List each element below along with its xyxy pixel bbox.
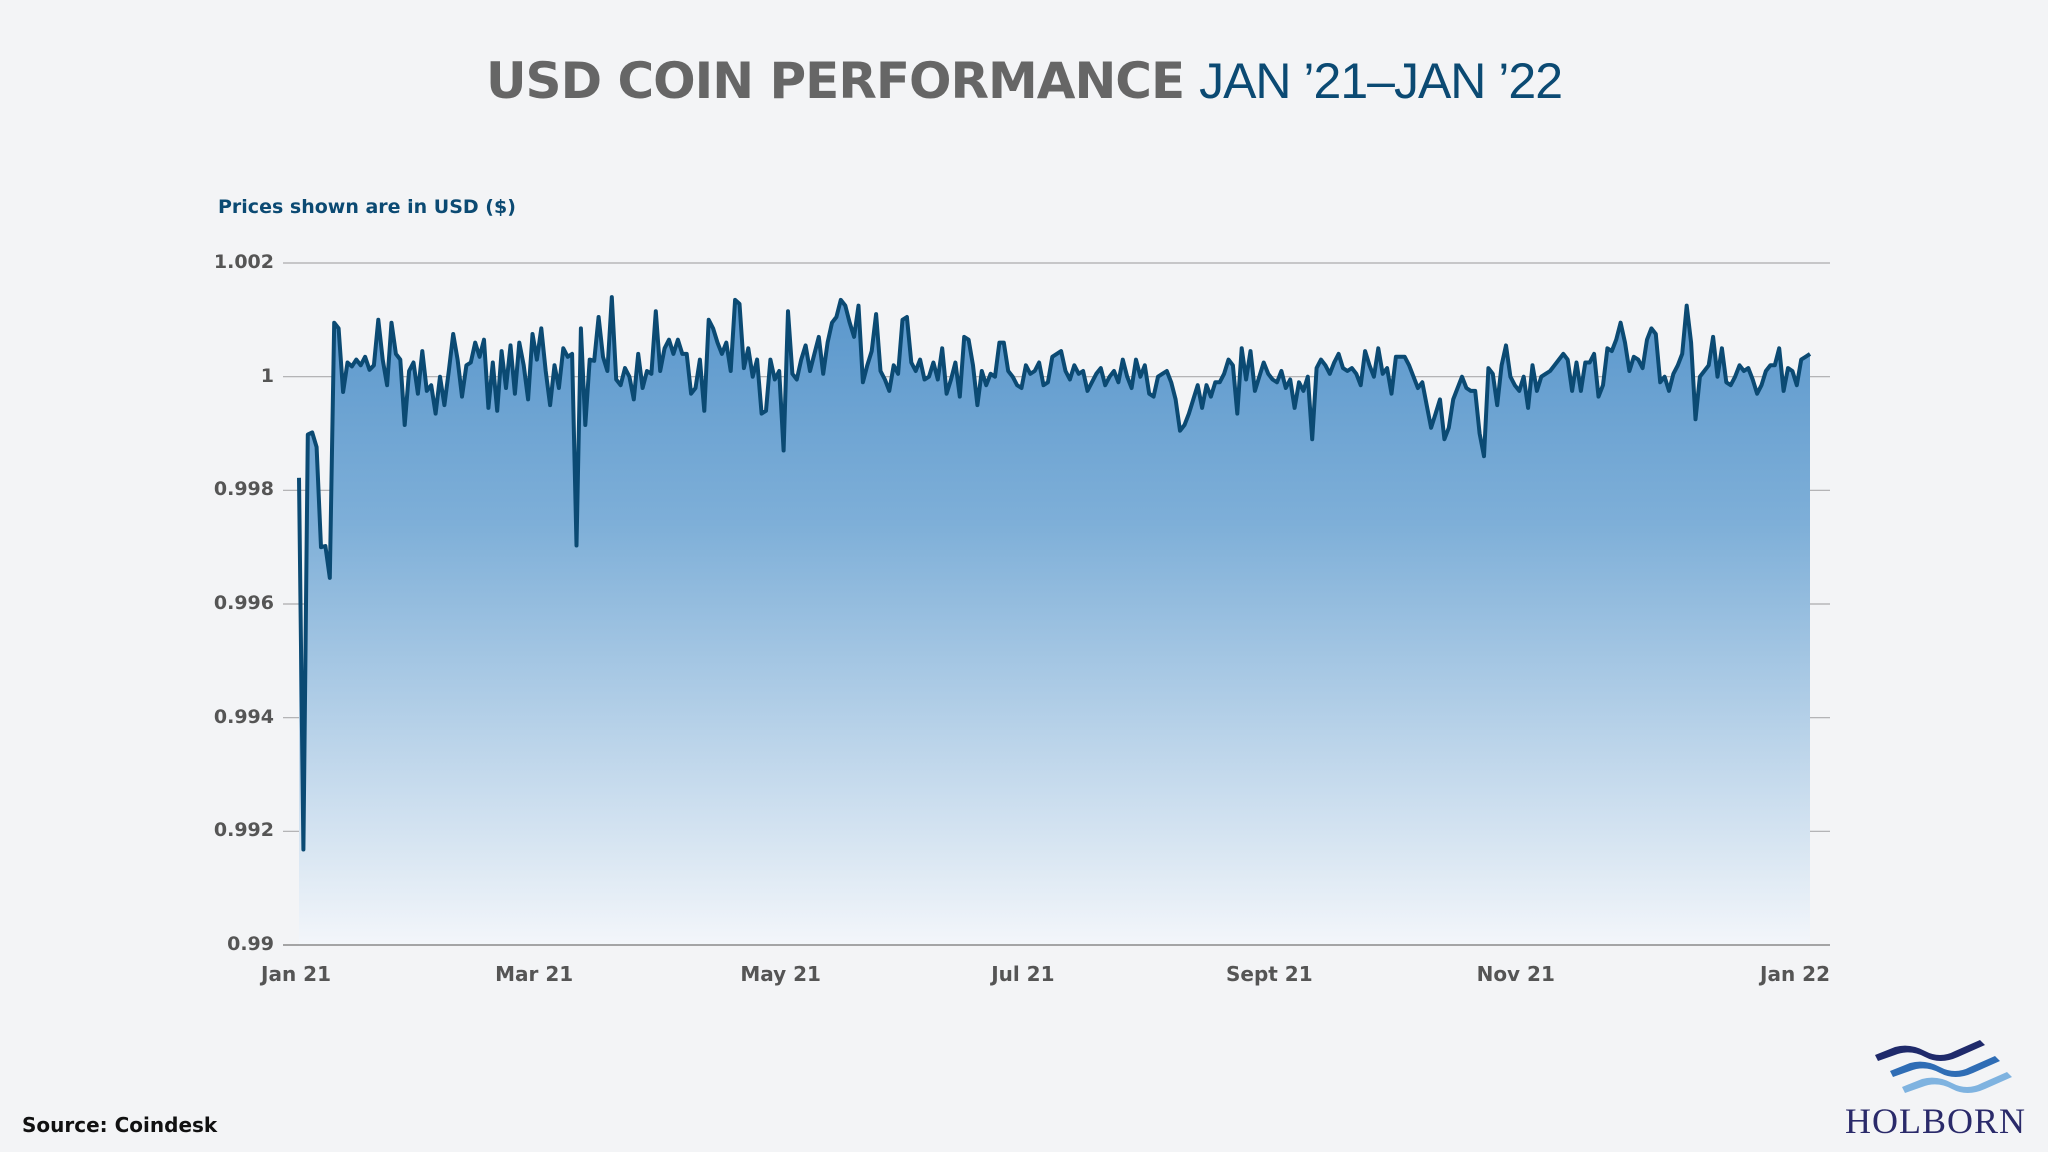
- holborn-logo-waves-icon: [1875, 1040, 2012, 1093]
- y-tick-label: 0.992: [213, 819, 274, 842]
- holborn-logo-text: HOLBORN: [1845, 1101, 2027, 1141]
- y-tick-label: 0.994: [213, 705, 274, 728]
- y-tick-label: 1: [260, 364, 274, 387]
- x-tick-label: Mar 21: [495, 962, 574, 986]
- y-tick-label: 1.002: [213, 251, 274, 273]
- x-tick-label: Jan 21: [261, 962, 331, 986]
- x-tick-label: Nov 21: [1476, 962, 1555, 986]
- price-area-fill: [299, 297, 1810, 946]
- price-line: [297, 295, 1812, 852]
- chart-title-date-range: JAN ’21–JAN ’22: [1199, 53, 1563, 109]
- units-label: Prices shown are in USD ($): [218, 196, 516, 218]
- source-note: Source: Coindesk: [22, 1113, 218, 1137]
- x-tick-label: Jan 22: [1760, 962, 1830, 986]
- chart-title: USD COIN PERFORMANCE JAN ’21–JAN ’22: [0, 52, 2048, 110]
- y-tick-label: 0.998: [213, 478, 274, 501]
- y-tick-label: 0.99: [227, 933, 274, 955]
- x-tick-label: May 21: [740, 962, 821, 986]
- x-tick-label: Jul 21: [991, 962, 1055, 986]
- x-tick-label: Sept 21: [1225, 962, 1313, 986]
- chart-title-main: USD COIN PERFORMANCE: [485, 52, 1185, 110]
- y-tick-label: 0.996: [213, 592, 274, 614]
